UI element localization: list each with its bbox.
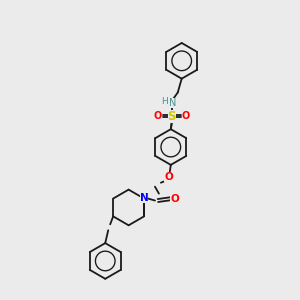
Text: N: N xyxy=(140,193,148,202)
Text: O: O xyxy=(182,111,190,121)
Text: O: O xyxy=(164,172,173,182)
Text: S: S xyxy=(167,110,176,123)
Text: N: N xyxy=(169,98,176,108)
Text: O: O xyxy=(154,111,162,121)
Text: H: H xyxy=(161,97,168,106)
Text: O: O xyxy=(170,194,179,203)
